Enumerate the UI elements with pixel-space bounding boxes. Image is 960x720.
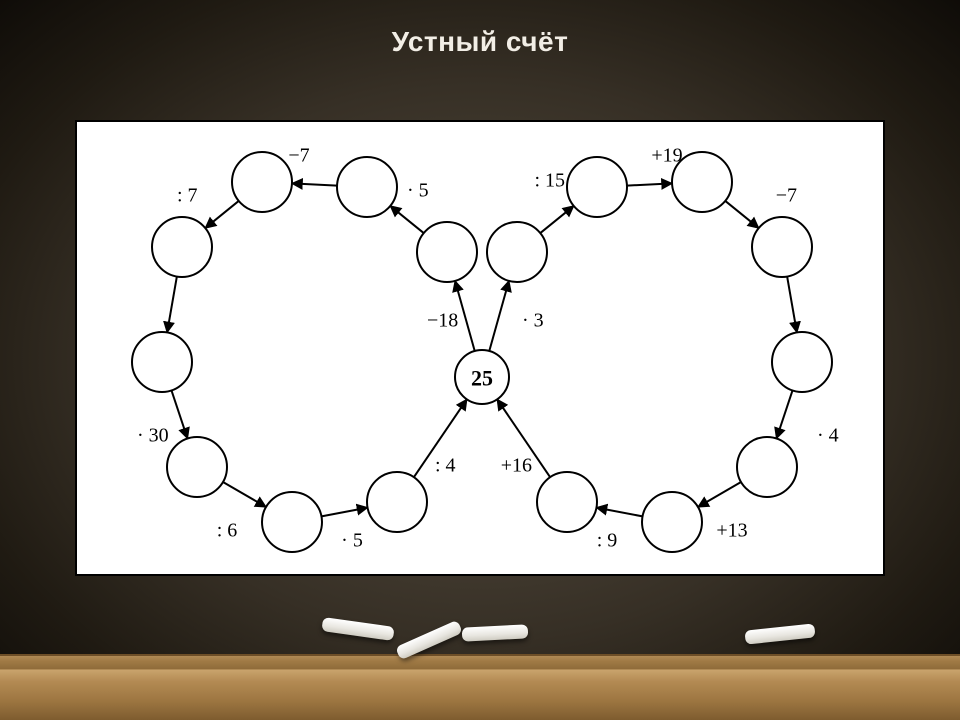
answer-node [487, 222, 547, 282]
operation-label: : 7 [177, 185, 198, 207]
operation-label: : 9 [597, 530, 618, 552]
operation-label: −7 [776, 185, 797, 207]
operation-label: +19 [651, 145, 682, 167]
answer-node [367, 472, 427, 532]
operation-label: : 15 [534, 170, 565, 192]
edge [725, 201, 758, 228]
operation-label: · 30 [137, 425, 169, 447]
edge [540, 206, 573, 233]
edge [698, 482, 741, 507]
answer-node [772, 332, 832, 392]
operation-label: +13 [716, 520, 747, 542]
operation-label: +16 [501, 455, 532, 477]
whiteboard: −18 · 5 −7 : 7 · 30 : 6 · 5 : 4 · 3 : 15 +19 −7 · 4 +… [75, 120, 885, 576]
chalk-ledge [0, 654, 960, 720]
answer-node [152, 217, 212, 277]
edge [787, 277, 797, 333]
operation-label: : 4 [435, 455, 456, 477]
edge [167, 277, 177, 333]
answer-node [232, 152, 292, 212]
operation-label: · 5 [341, 530, 363, 552]
answer-node [132, 332, 192, 392]
operation-label: · 4 [817, 425, 839, 447]
edge [596, 508, 642, 517]
center-value: 25 [471, 366, 493, 391]
edge [627, 183, 672, 185]
answer-node [262, 492, 322, 552]
edge [223, 482, 266, 507]
answer-node [167, 437, 227, 497]
edge [776, 390, 792, 438]
answer-node [567, 157, 627, 217]
edge [171, 390, 187, 438]
edge [321, 508, 367, 517]
operation-label: −18 [427, 310, 458, 332]
chalk-stick [321, 617, 394, 641]
operation-label: −7 [288, 145, 309, 167]
edge [205, 201, 238, 228]
slide-title: Устный счёт [0, 26, 960, 58]
operation-label: · 5 [407, 180, 429, 202]
slide: Устный счёт −18 · 5 −7 : 7 · 30 : 6 · 5 : 4 · 3:… [0, 0, 960, 720]
answer-node [737, 437, 797, 497]
answer-node [537, 472, 597, 532]
answer-node [417, 222, 477, 282]
edge [292, 183, 337, 185]
operation-label: · 3 [522, 310, 544, 332]
edge [390, 206, 423, 233]
operation-label: : 6 [217, 520, 238, 542]
chalk-stick [462, 624, 529, 641]
answer-node [642, 492, 702, 552]
answer-node [752, 217, 812, 277]
math-chain-diagram: −18 · 5 −7 : 7 · 30 : 6 · 5 : 4 · 3 : 15 +19 −7 · 4 +… [77, 122, 887, 578]
answer-node [337, 157, 397, 217]
edge [489, 281, 509, 351]
chalk-stick [744, 623, 815, 644]
